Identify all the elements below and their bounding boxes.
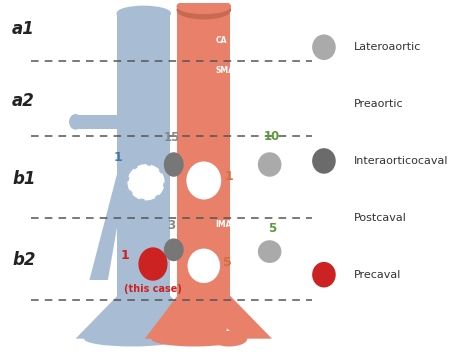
Text: 1: 1 (121, 249, 129, 262)
Text: Postcaval: Postcaval (354, 213, 407, 223)
Text: 10: 10 (264, 130, 280, 143)
Polygon shape (145, 296, 230, 339)
Ellipse shape (177, 1, 230, 19)
Ellipse shape (258, 241, 281, 262)
Ellipse shape (188, 163, 220, 198)
Polygon shape (90, 173, 127, 280)
Text: 5: 5 (223, 256, 232, 269)
Text: CA: CA (215, 36, 227, 45)
Ellipse shape (85, 331, 180, 346)
Ellipse shape (313, 92, 335, 116)
Text: 1: 1 (114, 151, 123, 164)
Ellipse shape (184, 34, 214, 46)
Text: 15: 15 (163, 131, 180, 144)
Polygon shape (75, 296, 170, 339)
Ellipse shape (313, 149, 335, 173)
Ellipse shape (177, 0, 230, 13)
Text: Lateroaortic: Lateroaortic (354, 42, 421, 52)
Bar (177, 6, 230, 296)
Ellipse shape (184, 64, 214, 77)
Ellipse shape (313, 206, 335, 230)
Ellipse shape (313, 35, 335, 59)
Ellipse shape (212, 331, 246, 346)
Text: b2: b2 (12, 252, 36, 269)
Ellipse shape (164, 153, 183, 176)
Ellipse shape (139, 248, 167, 280)
Polygon shape (127, 296, 212, 339)
Text: 1: 1 (225, 170, 234, 183)
Ellipse shape (313, 262, 335, 287)
Ellipse shape (164, 239, 183, 261)
Bar (117, 13, 170, 296)
Ellipse shape (184, 219, 214, 231)
Ellipse shape (152, 331, 237, 346)
Text: SMA: SMA (215, 66, 234, 75)
Text: a2: a2 (12, 92, 35, 109)
Ellipse shape (117, 6, 170, 21)
Polygon shape (186, 296, 272, 339)
Text: Preaortic: Preaortic (354, 99, 403, 109)
Text: Precaval: Precaval (354, 270, 401, 280)
Bar (75, 115, 117, 129)
Ellipse shape (189, 250, 219, 282)
Text: 3: 3 (167, 219, 175, 232)
Ellipse shape (258, 153, 281, 176)
Text: 5: 5 (268, 222, 276, 235)
Text: (this case): (this case) (124, 284, 182, 295)
Ellipse shape (70, 115, 82, 129)
Text: Interaorticocaval: Interaorticocaval (354, 156, 448, 166)
Text: IMA: IMA (215, 221, 232, 230)
Ellipse shape (129, 165, 164, 199)
Text: a1: a1 (12, 21, 35, 38)
Text: b1: b1 (12, 170, 36, 188)
